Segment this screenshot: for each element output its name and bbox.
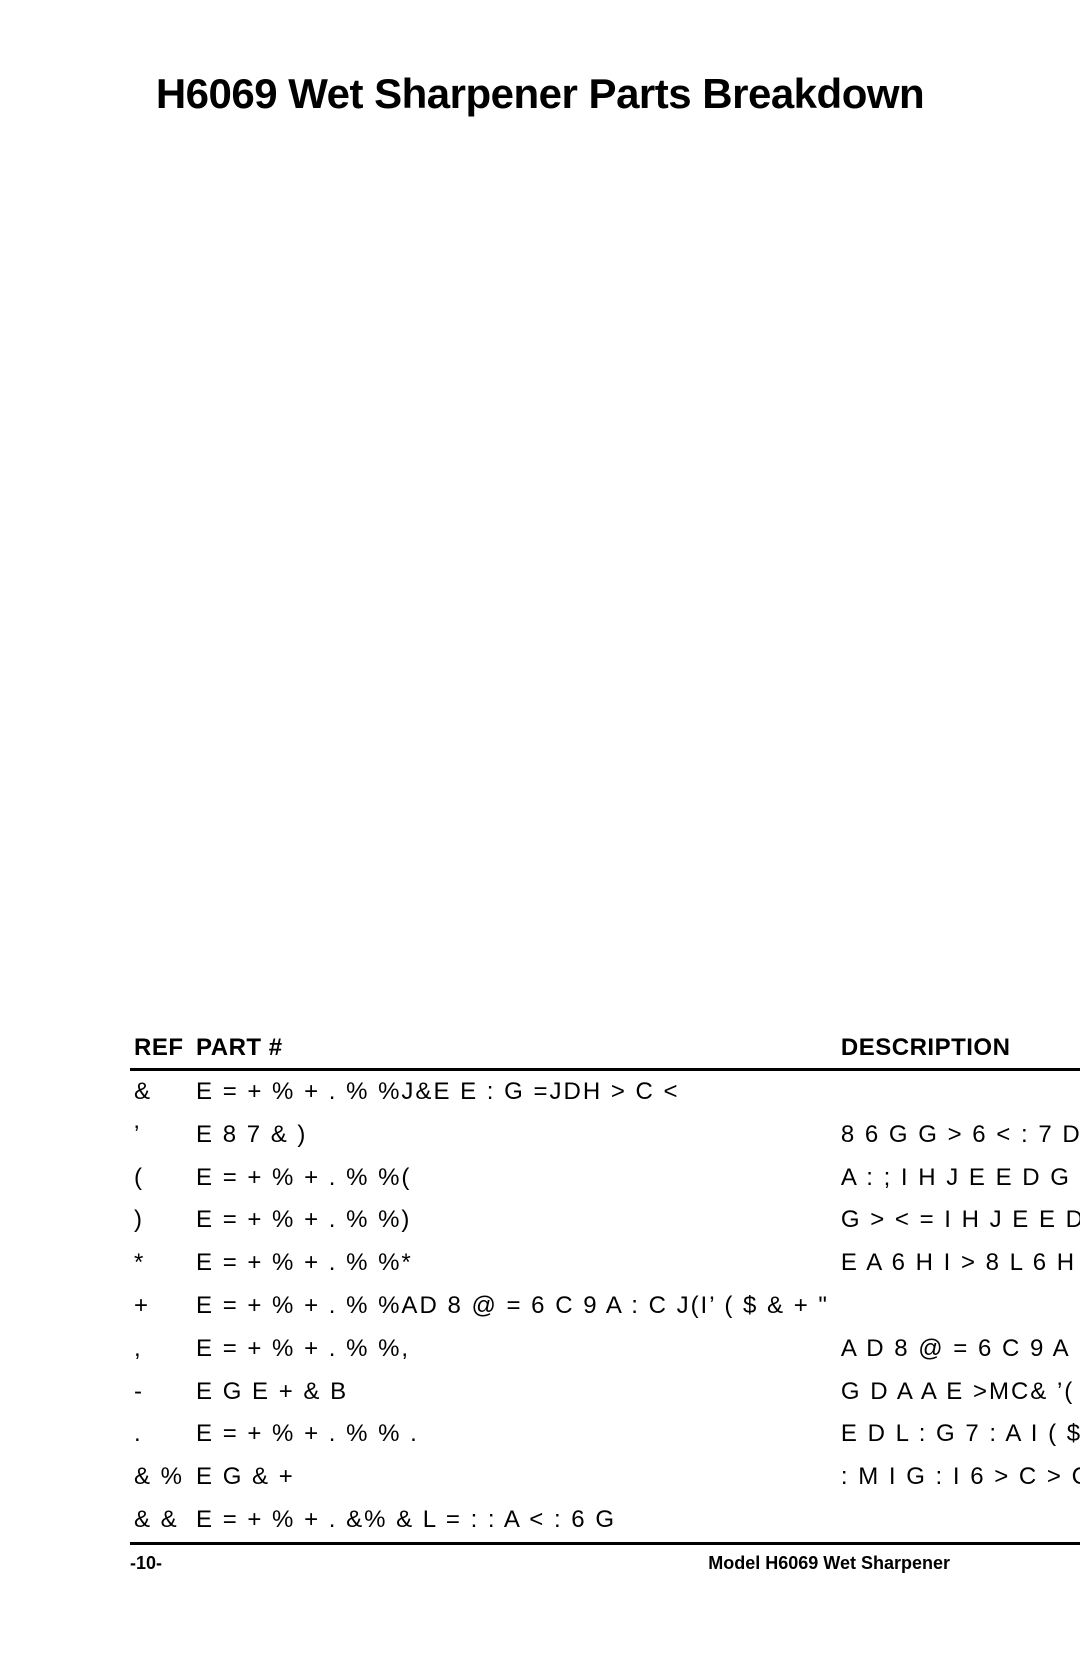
page-number: -10- [130,1553,162,1574]
cell-desc: 8 6 G G > 6 < : 7 D A IM & $%" ( ’ [837,1114,1080,1157]
cell-ref: & [130,1070,192,1114]
table-row: & & E = + % + . &% & L = : : A < : 6 G [130,1499,1080,1543]
table-row: - E G E + & B G D A A E >MC& ’( [130,1371,1080,1414]
cell-part: E = + % + . &% & L = : : A < : 6 G [192,1499,837,1543]
cell-ref: . [130,1413,192,1456]
cell-desc: A D 8 @ = 6 C 9 A : A : K : G [837,1328,1080,1371]
cell-part: E 8 7 & ) [192,1114,837,1157]
cell-desc: G > < = I H J E E D G I [837,1199,1080,1242]
table-row: & E = + % + . % %J&E E : G =JDH > C < [130,1070,1080,1114]
cell-ref: & & [130,1499,192,1543]
cell-ref: ’ [130,1114,192,1157]
col-header-ref: REF [130,1028,192,1070]
cell-desc [837,1285,1080,1328]
cell-desc: G D A A E >MC& ’( [837,1371,1080,1414]
cell-ref: ) [130,1199,192,1242]
cell-desc: E A 6 H I > 8 L 6 H = : G ( $ & + [837,1242,1080,1285]
cell-desc: E D L : G 7 : A I ( $ - M & % [837,1413,1080,1456]
cell-part: E G E + & B [192,1371,837,1414]
table-row: ) E = + % + . % %) G > < = I H J E E D G… [130,1199,1080,1242]
table-body: & E = + % + . % %J&E E : G =JDH > C < ’ … [130,1070,1080,1544]
cell-desc: A : ; I H J E E D G I [837,1157,1080,1200]
table-row: + E = + % + . % %AD 8 @ = 6 C 9 A : C J(… [130,1285,1080,1328]
cell-ref: * [130,1242,192,1285]
parts-table: REF PART # DESCRIPTION & E = + % + . % %… [130,1028,1080,1545]
footer: -10- Model H6069 Wet Sharpener [130,1553,950,1574]
table-row: . E = + % + . % % . E D L : G 7 : A I ( … [130,1413,1080,1456]
cell-part: E G & + [192,1456,837,1499]
cell-part: E = + % + . % % . [192,1413,837,1456]
cell-desc: : M I G : I 6 > C > C < G > C < [837,1456,1080,1499]
table-row: & % E G & + : M I G : I 6 > C > C < G > … [130,1456,1080,1499]
table-row: , E = + % + . % %, A D 8 @ = 6 C 9 A : A… [130,1328,1080,1371]
cell-part: E = + % + . % %* [192,1242,837,1285]
cell-part: E = + % + . % %J&E E : G =JDH > C < [192,1070,837,1114]
cell-part: E = + % + . % %( [192,1157,837,1200]
page: H6069 Wet Sharpener Parts Breakdown REF … [0,0,1080,1669]
cell-part: E = + % + . % %) [192,1199,837,1242]
table-row: * E = + % + . % %* E A 6 H I > 8 L 6 H =… [130,1242,1080,1285]
table-header-row: REF PART # DESCRIPTION [130,1028,1080,1070]
cell-desc [837,1499,1080,1543]
col-header-desc: DESCRIPTION [837,1028,1080,1070]
cell-ref: ( [130,1157,192,1200]
model-label: Model H6069 Wet Sharpener [708,1553,950,1574]
cell-ref: , [130,1328,192,1371]
cell-ref: & % [130,1456,192,1499]
cell-desc [837,1070,1080,1114]
cell-part: E = + % + . % %, [192,1328,837,1371]
cell-part: E = + % + . % %AD 8 @ = 6 C 9 A : C J(I’… [192,1285,837,1328]
table-row: ’ E 8 7 & ) 8 6 G G > 6 < : 7 D A IM & $… [130,1114,1080,1157]
diagram-placeholder [130,158,950,1028]
cell-ref: - [130,1371,192,1414]
table-row: ( E = + % + . % %( A : ; I H J E E D G I [130,1157,1080,1200]
col-header-part: PART # [192,1028,837,1070]
cell-ref: + [130,1285,192,1328]
page-title: H6069 Wet Sharpener Parts Breakdown [130,70,950,118]
